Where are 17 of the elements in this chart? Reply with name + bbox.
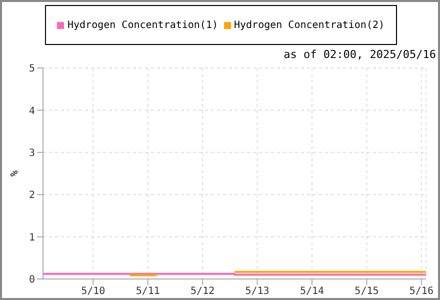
x-tick-label: 5/16	[409, 286, 434, 298]
y-tick-label: 1	[28, 232, 35, 244]
y-axis-title: %	[10, 170, 21, 177]
legend-label: Hydrogen Concentration(1)	[67, 20, 218, 30]
x-tick-label: 5/14	[300, 286, 324, 298]
y-tick-label: 5	[28, 64, 35, 75]
text: as of 02:00, 2025/05/16	[284, 48, 436, 61]
x-tick-label: 5/10	[81, 286, 106, 298]
x-tick-label: 5/12	[190, 286, 215, 298]
x-tick-label: 5/11	[136, 286, 160, 298]
x-tick-label: 5/13	[245, 286, 270, 298]
y-tick-label: 4	[28, 106, 35, 117]
y-tick-label: 2	[28, 190, 35, 202]
x-tick-label: 5/15	[354, 286, 379, 298]
y-tick-label: 3	[28, 148, 35, 159]
legend-label: Hydrogen Concentration(2)	[234, 20, 385, 30]
y-tick-label: 0	[28, 274, 35, 286]
